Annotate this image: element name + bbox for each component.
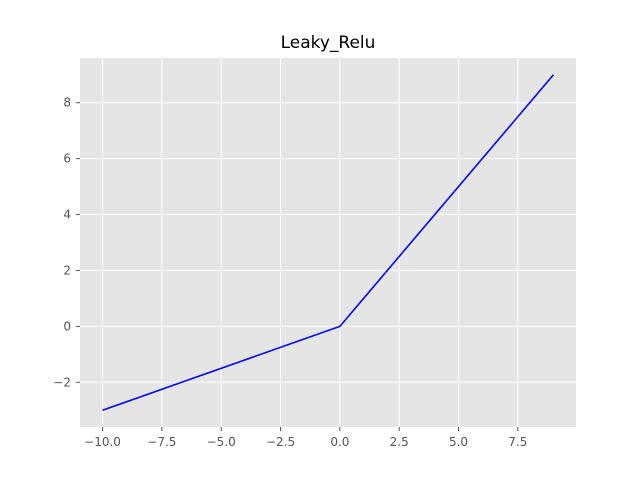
plot-area	[80, 58, 576, 427]
x-tick-label: 5.0	[449, 435, 468, 449]
y-axis: −2 0 2 4 6 8	[53, 96, 80, 389]
x-tick-label: 2.5	[390, 435, 409, 449]
x-tick-label: −2.5	[266, 435, 295, 449]
x-tick-label: −7.5	[147, 435, 176, 449]
series-layer	[102, 74, 555, 411]
x-tick-label: −5.0	[207, 435, 236, 449]
grid-lines	[80, 58, 576, 427]
y-tick-label: −2	[53, 375, 71, 389]
y-tick-label: 8	[63, 96, 71, 110]
y-tick-label: 4	[63, 208, 71, 222]
x-tick-label: 0.0	[330, 435, 349, 449]
x-tick-label: 7.5	[508, 435, 527, 449]
y-tick-label: 0	[63, 319, 71, 333]
series-line	[102, 74, 555, 411]
y-tick-label: 6	[63, 152, 71, 166]
x-tick-label: −10.0	[84, 435, 121, 449]
y-tick-label: 2	[63, 263, 71, 277]
x-axis: −10.0 −7.5 −5.0 −2.5 0.0 2.5 5.0 7.5	[84, 427, 527, 449]
chart-title: Leaky_Relu	[281, 33, 376, 53]
